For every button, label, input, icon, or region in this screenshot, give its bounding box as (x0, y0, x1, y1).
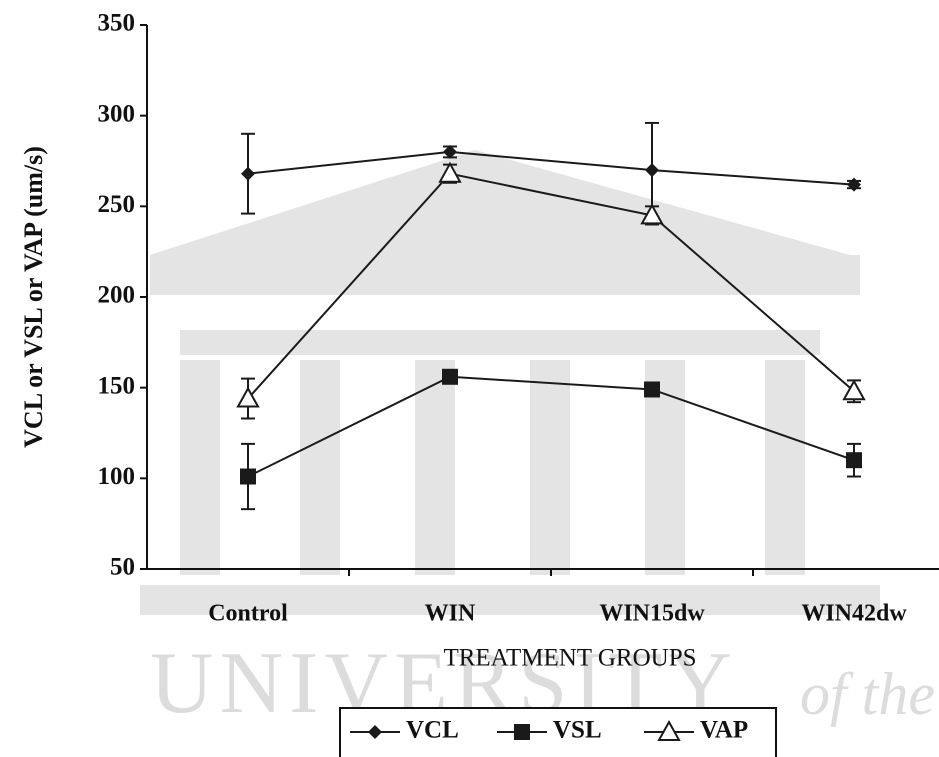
watermark-building (140, 150, 880, 615)
y-tick-label: 200 (98, 282, 136, 309)
series-line (247, 375, 855, 478)
watermark-column (415, 360, 455, 575)
data-point (240, 468, 256, 485)
x-tick-label: Control (208, 601, 288, 627)
data-point (241, 166, 255, 181)
watermark-text: of the (800, 661, 935, 727)
y-tick-label: 350 (98, 10, 136, 37)
watermark-entablature (150, 255, 860, 295)
y-axis-label: VCL or VSL or VAP (um/s) (19, 146, 48, 448)
legend-box (339, 707, 777, 757)
watermark-column (530, 360, 570, 575)
series-line (247, 150, 855, 186)
watermark-column (765, 360, 805, 575)
x-tick-label: WIN (425, 601, 476, 627)
x-tick-label: WIN15dw (599, 601, 705, 627)
data-point (438, 161, 462, 183)
data-point (236, 386, 260, 408)
y-tick-label: 150 (98, 372, 136, 399)
watermark-base (140, 585, 880, 615)
data-point (657, 719, 681, 741)
y-tick-label: 50 (110, 554, 135, 581)
y-tick-label: 300 (98, 100, 136, 127)
x-axis-label: TREATMENT GROUPS (443, 645, 696, 672)
data-point (514, 724, 530, 740)
watermark-column (300, 360, 340, 575)
data-point (846, 452, 862, 469)
x-tick-label: WIN42dw (801, 601, 907, 627)
legend-label: VAP (700, 717, 748, 744)
watermark-column (180, 360, 220, 575)
series-line (247, 172, 855, 400)
data-point (443, 144, 457, 159)
watermark-pediment (150, 150, 850, 255)
data-point (368, 725, 382, 739)
watermark-band (180, 330, 820, 355)
data-point (847, 177, 861, 192)
y-tick-label: 100 (98, 463, 136, 490)
data-point (640, 203, 664, 225)
data-point (644, 381, 660, 398)
legend-label: VSL (553, 717, 602, 744)
legend-label: VCL (406, 717, 459, 744)
y-tick-label: 250 (98, 191, 136, 218)
data-point (842, 379, 866, 401)
data-point (645, 163, 659, 178)
data-point (442, 368, 458, 385)
